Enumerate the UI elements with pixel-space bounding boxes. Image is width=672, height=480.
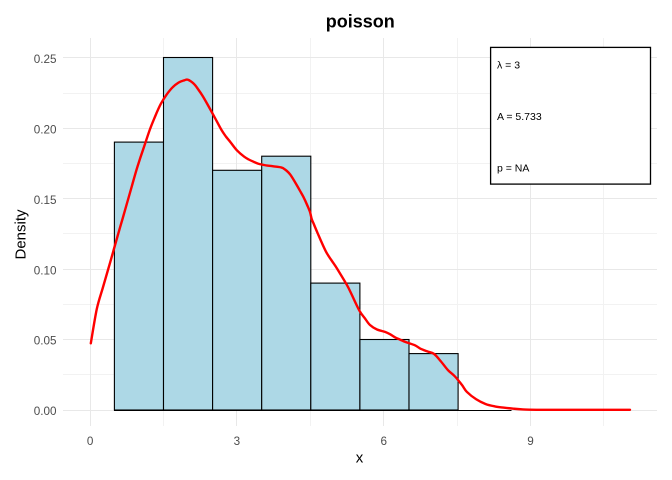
svg-text:0.10: 0.10 <box>34 264 57 277</box>
svg-text:0.00: 0.00 <box>34 405 57 418</box>
svg-text:poisson: poisson <box>326 12 395 32</box>
svg-text:Density: Density <box>13 209 30 260</box>
svg-text:9: 9 <box>527 435 534 448</box>
svg-text:λ = 3: λ = 3 <box>497 59 520 71</box>
svg-text:A = 5.733: A = 5.733 <box>497 111 542 123</box>
svg-text:0: 0 <box>87 435 94 448</box>
svg-text:6: 6 <box>380 435 387 448</box>
svg-text:x: x <box>356 450 364 467</box>
svg-text:0.05: 0.05 <box>34 335 57 348</box>
svg-text:0.20: 0.20 <box>34 123 57 136</box>
svg-text:p = NA: p = NA <box>497 163 529 175</box>
svg-text:3: 3 <box>234 435 241 448</box>
svg-text:0.15: 0.15 <box>34 194 57 207</box>
svg-text:0.25: 0.25 <box>34 53 57 66</box>
